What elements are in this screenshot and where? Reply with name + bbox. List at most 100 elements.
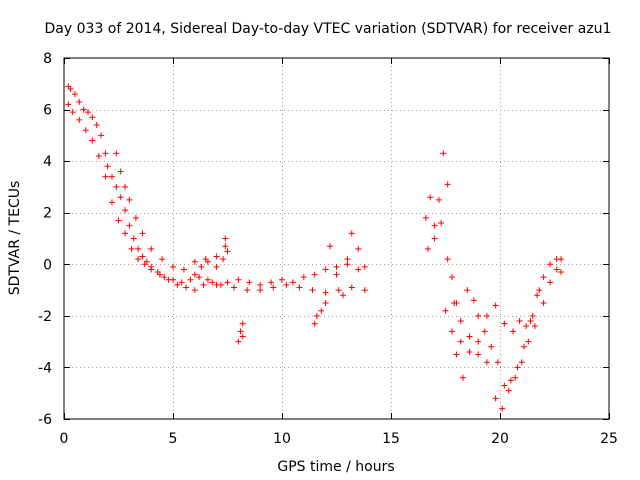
data-point <box>527 318 534 325</box>
chart-title: Day 033 of 2014, Sidereal Day-to-day VTE… <box>45 21 612 37</box>
y-tick-label: 8 <box>43 51 52 67</box>
data-point <box>235 338 242 345</box>
x-axis-label: GPS time / hours <box>277 459 394 475</box>
data-point <box>516 318 523 325</box>
series-2 <box>65 101 368 296</box>
data-point <box>178 279 185 286</box>
data-point <box>475 312 482 319</box>
data-point <box>113 183 120 190</box>
data-point <box>139 230 146 237</box>
data-point <box>196 274 203 281</box>
data-point <box>187 276 194 283</box>
data-point <box>117 168 124 175</box>
data-point <box>117 194 124 201</box>
data-point <box>108 173 115 180</box>
data-point <box>217 281 224 288</box>
data-point <box>488 343 495 350</box>
data-point <box>470 297 477 304</box>
data-point <box>440 150 447 157</box>
data-point <box>89 114 96 121</box>
data-point <box>115 217 122 224</box>
x-tick-label: 25 <box>600 431 618 447</box>
series-8 <box>442 287 543 381</box>
data-point <box>270 284 277 291</box>
data-point <box>235 276 242 283</box>
data-point <box>340 292 347 299</box>
series-7 <box>425 220 565 412</box>
data-point <box>283 281 290 288</box>
data-point <box>311 320 318 327</box>
data-point <box>191 271 198 278</box>
data-point <box>268 279 275 286</box>
data-point <box>93 122 100 129</box>
y-tick-label: -4 <box>38 360 52 376</box>
data-point <box>213 263 220 270</box>
y-axis-label: SDTVAR / TECUs <box>7 181 23 296</box>
data-point <box>536 287 543 294</box>
data-point <box>122 207 129 214</box>
data-point <box>361 287 368 294</box>
data-point <box>483 312 490 319</box>
data-point <box>209 279 216 286</box>
data-point <box>553 266 560 273</box>
x-tick-label: 20 <box>491 431 509 447</box>
data-point <box>246 279 253 286</box>
data-point <box>71 91 78 98</box>
data-point <box>311 271 318 278</box>
data-point <box>435 196 442 203</box>
data-point <box>141 261 148 268</box>
data-point <box>279 276 285 283</box>
data-point <box>518 359 525 366</box>
data-point <box>318 307 325 314</box>
data-point <box>148 245 155 252</box>
data-point <box>224 279 231 286</box>
data-point <box>453 351 460 358</box>
grid <box>64 58 609 419</box>
data-point <box>501 382 508 389</box>
data-point <box>449 274 456 281</box>
data-point <box>165 276 172 283</box>
data-point <box>514 364 521 371</box>
data-point <box>344 261 351 268</box>
data-point <box>244 287 251 294</box>
data-point <box>492 302 499 309</box>
data-point <box>76 116 83 123</box>
data-point <box>200 281 207 288</box>
data-point <box>344 256 351 263</box>
data-point <box>135 256 142 263</box>
data-point <box>540 299 547 306</box>
data-point <box>180 266 187 273</box>
data-point <box>499 405 506 412</box>
data-point <box>220 256 227 263</box>
data-point <box>520 343 527 350</box>
data-point <box>483 359 490 366</box>
data-point <box>525 338 532 345</box>
data-point <box>257 281 264 288</box>
tick-labels: 0 5 10 15 20 25 -6 -4 -2 0 2 4 6 8 <box>38 51 618 447</box>
data-point <box>501 320 508 327</box>
data-point <box>313 312 320 319</box>
data-point <box>512 374 519 381</box>
x-tick-label: 10 <box>273 431 291 447</box>
data-point <box>204 276 211 283</box>
data-point <box>128 245 135 252</box>
data-point <box>475 338 482 345</box>
data-point <box>98 132 105 139</box>
data-point <box>89 137 96 144</box>
data-point <box>333 271 340 278</box>
data-point <box>122 183 129 190</box>
data-point <box>132 214 139 221</box>
data-point <box>239 333 246 340</box>
data-point <box>457 338 464 345</box>
data-point <box>348 230 355 237</box>
series-4 <box>191 253 227 278</box>
data-point <box>322 299 329 306</box>
x-tick-label: 15 <box>382 431 400 447</box>
series-3 <box>113 150 220 273</box>
data-point <box>326 243 333 250</box>
data-point <box>67 85 74 92</box>
data-point <box>156 271 163 278</box>
data-point <box>492 395 499 402</box>
y-tick-label: 4 <box>43 154 52 170</box>
